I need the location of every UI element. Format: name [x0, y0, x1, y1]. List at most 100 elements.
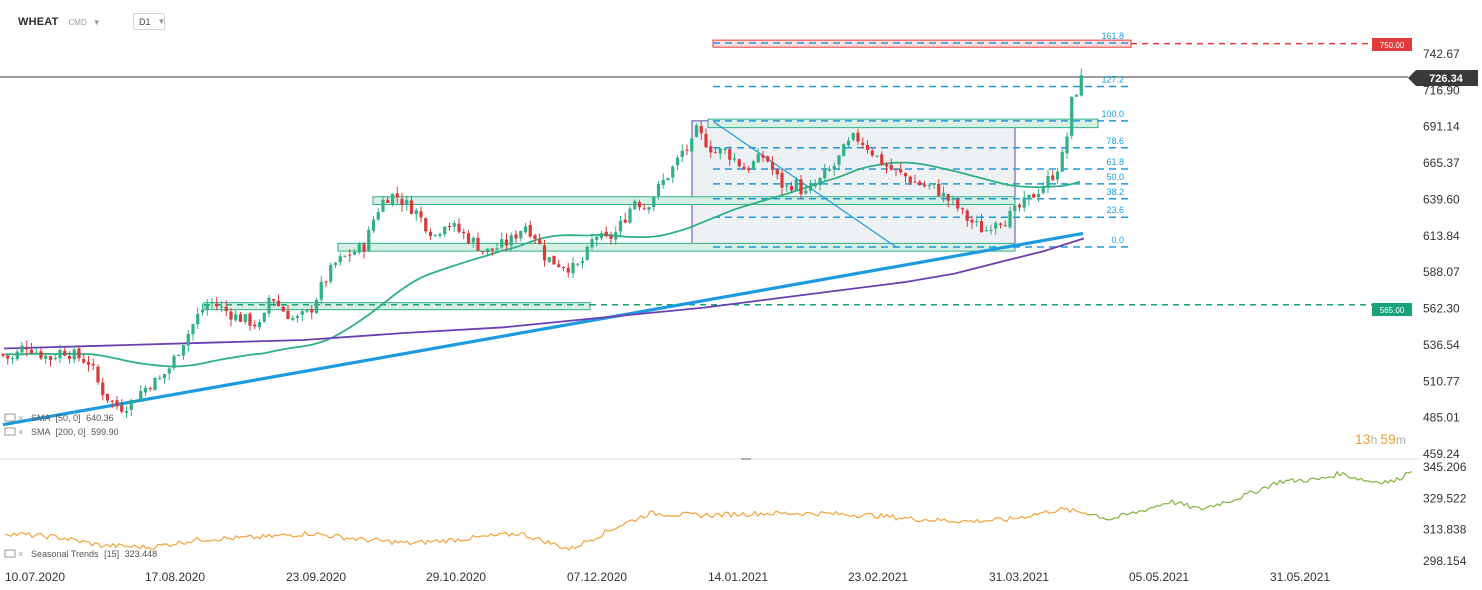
chevron-down-icon[interactable]: ▼: [92, 17, 101, 27]
support-label: 565.00: [1380, 306, 1405, 315]
candle-body: [837, 155, 841, 165]
candle-body: [390, 193, 395, 205]
candle-body: [747, 168, 751, 171]
instrument-type: CMD: [68, 17, 87, 27]
timeframe-select[interactable]: D1 ▼: [133, 13, 165, 30]
candle-body: [585, 246, 589, 260]
candle-body: [728, 149, 732, 160]
candle-body: [580, 260, 585, 264]
svg-text:SMA [50, 0] 640.36: SMA [50, 0] 640.36: [31, 413, 114, 423]
seasonal-line-projection: [1087, 470, 1413, 521]
candle-body: [129, 400, 133, 411]
x-tick-label: 17.08.2020: [145, 570, 205, 584]
candle-body: [956, 199, 960, 209]
candle-body: [148, 388, 152, 390]
candle-body: [1, 353, 5, 356]
candle-body: [927, 184, 931, 186]
candle-body: [314, 299, 319, 313]
candle-body: [998, 223, 1003, 225]
candle-body: [319, 281, 323, 300]
sma50-legend-params: [50, 0]: [56, 413, 81, 423]
x-tick-label: 31.05.2021: [1270, 570, 1330, 584]
candle-body: [656, 183, 661, 196]
seasonal-y-tick-label: 298.154: [1423, 554, 1467, 568]
candle-body: [661, 179, 665, 185]
current-price-label: 726.34: [1429, 73, 1464, 85]
candle-body: [1046, 176, 1050, 187]
candle-body: [139, 391, 143, 401]
candle-body: [671, 166, 675, 178]
support-zone: [707, 118, 1099, 129]
candle-body: [6, 355, 10, 359]
candle-body: [604, 231, 608, 237]
x-tick-label: 14.01.2021: [708, 570, 768, 584]
candle-body: [595, 236, 599, 240]
candle-body: [557, 264, 561, 267]
candle-body: [395, 193, 399, 198]
candle-body: [310, 309, 314, 313]
candle-body: [1027, 194, 1031, 199]
candle-body: [775, 169, 779, 175]
candle-body: [238, 314, 243, 322]
candle-body: [1003, 225, 1007, 227]
candle-body: [476, 237, 480, 251]
candle-body: [196, 313, 200, 325]
candle-body: [675, 157, 680, 166]
candle-body: [799, 179, 803, 195]
candle-body: [1055, 171, 1060, 180]
settings-icon: [4, 549, 16, 558]
candle-body: [362, 244, 366, 252]
candle-body: [704, 133, 708, 148]
candle-body: [224, 306, 228, 312]
candle-body: [789, 185, 794, 191]
candle-body: [542, 245, 547, 261]
sma50-legend-value: 640.36: [86, 413, 114, 423]
candle-body: [67, 355, 72, 359]
candle-body: [533, 235, 537, 239]
candle-body: [485, 248, 490, 253]
support-zone: [337, 242, 1016, 252]
candle-body: [1065, 136, 1069, 154]
candle-body: [975, 221, 979, 223]
pane-resize-handle[interactable]: [741, 458, 751, 460]
candle-body: [329, 265, 333, 282]
candle-body: [642, 208, 646, 210]
candle-body: [566, 267, 570, 273]
candle-body: [761, 154, 765, 158]
candle-body: [951, 198, 955, 200]
candle-body: [91, 363, 95, 366]
candle-body: [623, 219, 627, 223]
candle-body: [1017, 204, 1022, 208]
candle-body: [884, 164, 889, 167]
candle-body: [922, 184, 927, 187]
candle-body: [15, 351, 19, 360]
candle-body: [609, 235, 613, 239]
symbol-header[interactable]: WHEAT CMD ▼: [18, 12, 101, 32]
close-icon: ×: [18, 413, 23, 423]
candle-body: [552, 255, 556, 265]
candle-body: [115, 400, 119, 407]
x-tick-label: 29.10.2020: [426, 570, 486, 584]
fib-level-label: 78.6: [1106, 136, 1124, 146]
candle-body: [818, 177, 822, 185]
candle-body: [229, 311, 233, 320]
y-tick-label: 691.14: [1423, 120, 1460, 134]
current-price-tag: 726.34: [1408, 70, 1478, 86]
candle-body: [291, 317, 295, 320]
y-tick-label: 510.77: [1423, 374, 1460, 388]
candle-body: [1013, 205, 1017, 212]
candle-body: [243, 314, 247, 322]
candle-body: [200, 309, 205, 313]
sma50-line: [4, 161, 1081, 368]
candle-body: [53, 357, 57, 359]
candle-body: [946, 194, 950, 201]
sma50-legend-name: SMA: [31, 413, 51, 423]
candle-body: [82, 358, 86, 363]
candle-body: [742, 166, 746, 170]
candle-body: [1079, 75, 1083, 96]
bar-countdown: 13h 59m: [1355, 431, 1406, 447]
candle-body: [272, 299, 276, 301]
candle-body: [690, 138, 694, 152]
candle-body: [443, 226, 447, 235]
